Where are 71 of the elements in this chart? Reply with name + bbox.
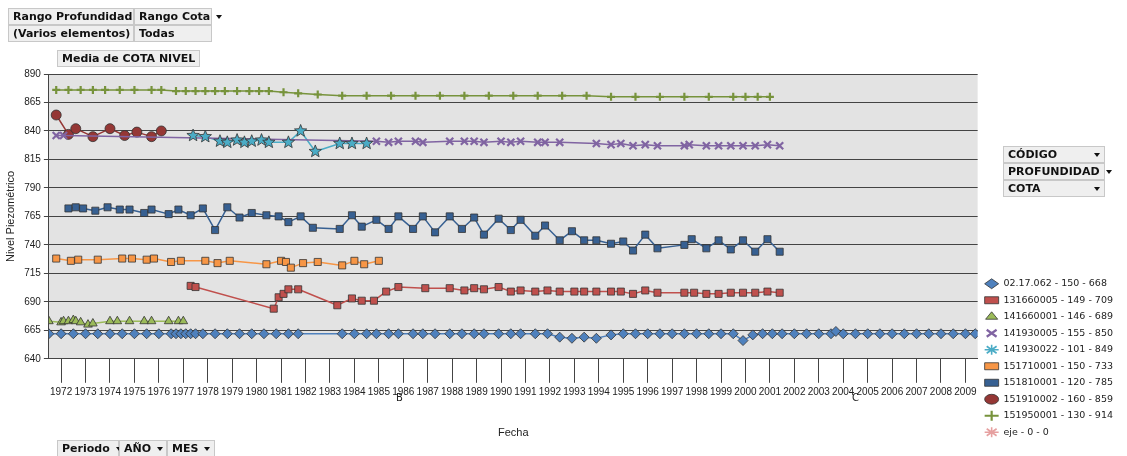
text: (Varios elementos) [13, 27, 131, 40]
y-tick-label: 815 [24, 153, 42, 165]
x-tick-label: 2008 [929, 385, 953, 397]
legend-label: 141930022 - 101 - 849 [1003, 343, 1114, 355]
y-tick-label: 690 [24, 295, 42, 307]
x-tick-label: 1993 [563, 385, 586, 397]
text: Rango Cota [139, 10, 211, 23]
x-tick-label: 1994 [587, 385, 611, 397]
x-tick-label: 2005 [856, 385, 880, 397]
legend-label: eje - 0 - 0 [1003, 425, 1049, 437]
x-tick-label: 2009 [954, 385, 977, 397]
x-tick-label: 1987 [416, 385, 440, 397]
x-tick-label: 1984 [343, 385, 366, 397]
y-tick-label: 665 [24, 324, 42, 336]
x-tick-label: 1977 [172, 385, 195, 397]
y-tick-label: 890 [24, 67, 42, 79]
legend-label: 151910002 - 160 - 859 [1003, 392, 1114, 404]
x-tick-label: 1999 [709, 385, 733, 397]
y-axis-title: Nivel Piezométrico [3, 170, 16, 262]
x-tick-label: 1978 [196, 385, 220, 397]
legend-label: 151710001 - 150 - 733 [1003, 359, 1114, 371]
y-tick-label: 865 [24, 96, 42, 108]
legend-label: 02.17.062 - 150 - 668 [1003, 277, 1107, 289]
x-tick-label: 1976 [147, 385, 171, 397]
x-tick-label: 2001 [758, 385, 782, 397]
text: C [852, 392, 859, 403]
legend-label: 151950001 - 130 - 914 [1003, 409, 1114, 421]
x-tick-label: 1979 [221, 385, 244, 397]
y-tick-label: 640 [24, 352, 42, 364]
x-tick-label: 1995 [612, 385, 635, 397]
x-tick-label: 1981 [269, 385, 293, 397]
legend-label: 151810001 - 120 - 785 [1003, 376, 1114, 388]
x-tick-label: 2007 [905, 385, 929, 397]
text: MES [172, 442, 199, 455]
x-tick-label: 1997 [661, 385, 684, 397]
x-tick-label: 1985 [367, 385, 391, 397]
chart-title: Media de COTA NIVEL [57, 50, 201, 67]
y-tick-label: 840 [24, 124, 42, 136]
x-tick-label: 1988 [441, 385, 464, 397]
text: PROFUNDIDAD [1008, 165, 1100, 178]
x-tick-label: 1974 [98, 385, 122, 397]
legend-label: 141930005 - 155 - 850 [1003, 326, 1114, 338]
x-tick-label: 1998 [685, 385, 709, 397]
x-tick-label: 1989 [465, 385, 489, 397]
x-tick-label: 2003 [807, 385, 831, 397]
y-tick-label: 740 [24, 238, 42, 250]
text: Todas [139, 27, 175, 40]
x-tick-label: 1982 [294, 385, 318, 397]
text: COTA [1008, 182, 1041, 195]
x-tick-label: 1980 [245, 385, 269, 397]
x-tick-label: 2002 [783, 385, 806, 397]
y-tick-label: 715 [24, 267, 42, 279]
x-tick-label: 2000 [734, 385, 758, 397]
x-tick-label: 2006 [880, 385, 904, 397]
x-tick-label: 1990 [489, 385, 513, 397]
text: Rango Profundidad [13, 10, 133, 23]
legend-label: 131660005 - 149 - 709 [1003, 293, 1114, 305]
x-tick-label: 1996 [636, 385, 660, 397]
y-tick-label: 765 [24, 210, 42, 222]
x-tick-label: 1992 [538, 385, 562, 397]
text: AÑO [124, 442, 152, 455]
x-tick-label: 1983 [318, 385, 342, 397]
text: Periodo [62, 442, 110, 455]
x-axis-title: Fecha [497, 426, 530, 439]
x-tick-label: 1975 [123, 385, 146, 397]
x-tick-label: 1991 [514, 385, 538, 397]
y-tick-label: 790 [24, 181, 42, 193]
x-tick-label: 1972 [49, 385, 73, 397]
text: CÓDIGO [1008, 148, 1058, 161]
x-tick-label: 1973 [74, 385, 98, 397]
legend-label: 141660001 - 146 - 689 [1003, 310, 1114, 322]
